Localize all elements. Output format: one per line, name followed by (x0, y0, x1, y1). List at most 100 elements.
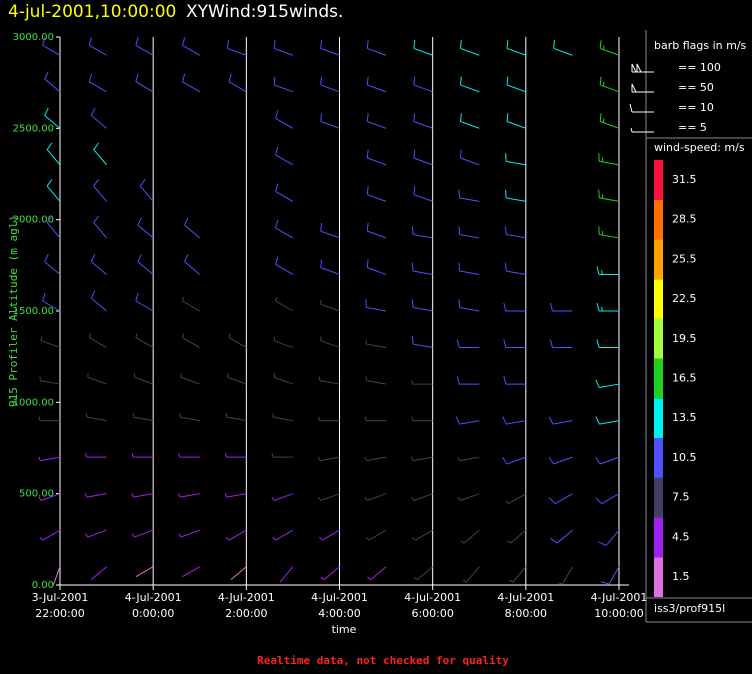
wind-barb (88, 73, 107, 93)
wind-barb (459, 40, 480, 56)
wind-barb (46, 179, 61, 202)
wind-barb (182, 566, 200, 578)
wind-barb (132, 412, 154, 422)
y-tick-label: 1500.00 (13, 306, 54, 317)
wind-barb (227, 373, 247, 385)
scale-swatch (654, 398, 663, 439)
wind-barb (456, 339, 480, 349)
legend-barb-label: == 5 (678, 121, 707, 134)
wind-barb (365, 529, 387, 541)
wind-barb (273, 40, 294, 56)
wind-barb (598, 226, 620, 239)
wind-barb (178, 453, 200, 458)
y-tick-label: 2500.00 (13, 123, 54, 134)
wind-barb (181, 296, 200, 312)
wind-barb (549, 493, 573, 505)
x-tick-label: 8:00:00 (505, 607, 547, 620)
wind-barb (183, 253, 201, 275)
wind-barb (320, 336, 340, 349)
wind-barb (228, 73, 247, 93)
wind-barb (38, 416, 60, 422)
wind-barb (180, 373, 200, 385)
wind-barb (505, 153, 526, 166)
x-tick-label: 0:00:00 (132, 607, 174, 620)
wind-barb (90, 253, 107, 275)
wind-barb (272, 412, 294, 422)
wind-barb (320, 566, 340, 580)
y-tick-label: 2000.00 (13, 215, 54, 226)
y-tick-label: 500.00 (19, 489, 54, 500)
wind-barb (52, 566, 61, 586)
wind-barb (93, 215, 107, 239)
wind-barb (365, 376, 387, 385)
wind-barb (42, 292, 61, 312)
wind-barb (600, 566, 620, 585)
x-tick-label: 2:00:00 (225, 607, 267, 620)
wind-barb (135, 292, 154, 312)
wind-barb (410, 456, 433, 462)
x-tick-label: 22:00:00 (35, 607, 84, 620)
wind-barb (366, 149, 387, 166)
wind-barb (595, 416, 620, 425)
wind-barb (366, 113, 387, 129)
wind-barb (318, 529, 340, 541)
wind-barb (224, 493, 247, 498)
wind-barb (135, 566, 154, 578)
x-tick-date: 4-Jul-2001 (404, 591, 461, 604)
scale-swatch (654, 358, 663, 399)
wind-barb (86, 412, 107, 422)
wind-barb (596, 266, 619, 275)
wind-barb (179, 412, 200, 422)
wind-barb (135, 73, 154, 93)
wind-barb (317, 493, 340, 501)
wind-barb (411, 379, 433, 385)
wind-barb (503, 375, 526, 385)
legend-barb-label: == 10 (678, 101, 714, 114)
scale-label: 13.5 (672, 411, 697, 424)
scale-swatch (654, 477, 663, 518)
wind-barb (509, 566, 527, 583)
scale-label: 22.5 (672, 292, 697, 305)
x-tick-label: 6:00:00 (411, 607, 453, 620)
wind-barb (457, 493, 480, 501)
scale-label: 7.5 (672, 491, 690, 504)
wind-barb (506, 529, 527, 544)
wind-barb (87, 373, 107, 385)
x-tick-date: 4-Jul-2001 (311, 591, 368, 604)
x-axis-label: time (332, 623, 357, 636)
scale-label: 10.5 (672, 451, 697, 464)
x-tick-date: 4-Jul-2001 (591, 591, 648, 604)
x-tick-label: 4:00:00 (318, 607, 360, 620)
wind-barb (271, 493, 294, 501)
wind-barb (503, 302, 526, 312)
scale-label: 19.5 (672, 332, 697, 345)
y-tick-label: 1000.00 (13, 397, 54, 408)
wind-barb (88, 333, 107, 348)
wind-barb (458, 299, 480, 312)
scale-swatch (654, 318, 663, 359)
wind-barb (44, 71, 61, 93)
wind-barb (455, 416, 480, 425)
wind-barb (458, 189, 480, 202)
legend-barb (631, 83, 654, 93)
wind-barb (413, 113, 433, 129)
wind-barb (137, 253, 154, 275)
wind-barb (88, 37, 107, 56)
wind-barb (411, 416, 433, 422)
scale-label: 28.5 (672, 213, 697, 226)
wind-barb (367, 566, 387, 580)
wind-barb (364, 416, 387, 422)
wind-barb (598, 189, 620, 202)
wind-barb (90, 566, 107, 580)
wind-barb (228, 333, 247, 348)
wind-barb (85, 453, 107, 458)
wind-barb (459, 113, 480, 129)
wind-barb (46, 215, 61, 239)
wind-barb (411, 493, 433, 501)
wind-barb (502, 416, 526, 425)
wind-barb (502, 456, 527, 465)
wind-barb (44, 107, 61, 129)
wind-barb (595, 456, 620, 465)
wind-barb (503, 339, 526, 349)
